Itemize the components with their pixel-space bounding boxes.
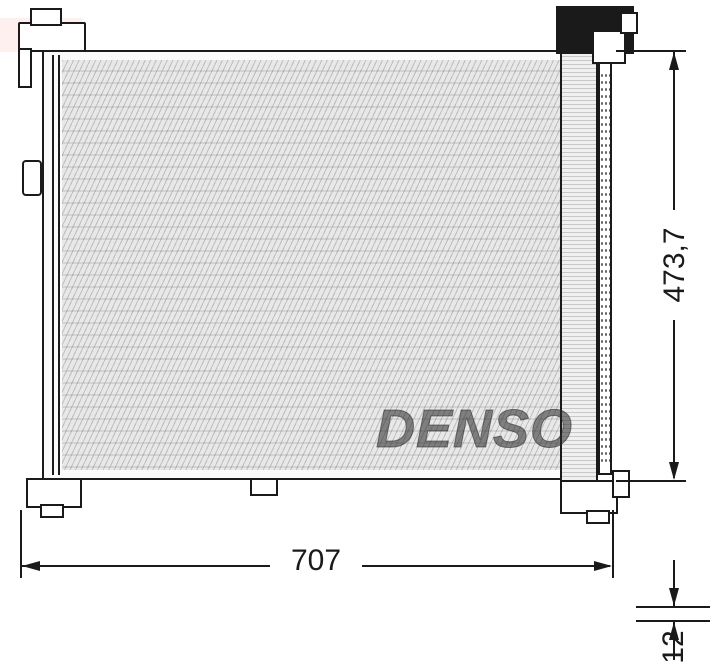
bracket-top-left-tab bbox=[30, 8, 62, 26]
dim-width-ext-right bbox=[612, 510, 614, 578]
dim-height-ext-bottom bbox=[616, 480, 686, 482]
condenser-left-edge bbox=[52, 55, 54, 475]
dim-thick-ext-top bbox=[636, 606, 710, 608]
bracket-bottom-right-foot bbox=[586, 510, 610, 524]
dim-height-arrow-bottom bbox=[669, 462, 679, 480]
condenser-left-edge-inner bbox=[58, 55, 60, 475]
dim-height-arrow-top bbox=[669, 52, 679, 70]
bracket-top-right-notch bbox=[620, 12, 638, 34]
tank-dots bbox=[600, 72, 610, 464]
bracket-bottom-right bbox=[560, 480, 618, 514]
bracket-top-right-plate bbox=[592, 30, 626, 64]
dim-width-arrow-left bbox=[22, 561, 40, 571]
bracket-bottom-left-foot bbox=[40, 504, 64, 518]
dim-width-arrow-right bbox=[594, 561, 612, 571]
lug-bottom-center bbox=[250, 478, 278, 496]
brand-label: DENSO bbox=[376, 398, 573, 460]
technical-drawing: DENSO 707 473,7 12 bbox=[0, 0, 713, 670]
dim-thick-value: 12 bbox=[657, 627, 691, 667]
dim-height-value: 473,7 bbox=[658, 220, 692, 310]
lug-left-mid bbox=[22, 160, 42, 196]
bracket-top-left-arm bbox=[18, 48, 32, 88]
dim-width-value: 707 bbox=[280, 544, 352, 578]
dim-thick-arrow-top bbox=[669, 588, 679, 606]
bracket-bottom-right-arm bbox=[612, 470, 630, 498]
